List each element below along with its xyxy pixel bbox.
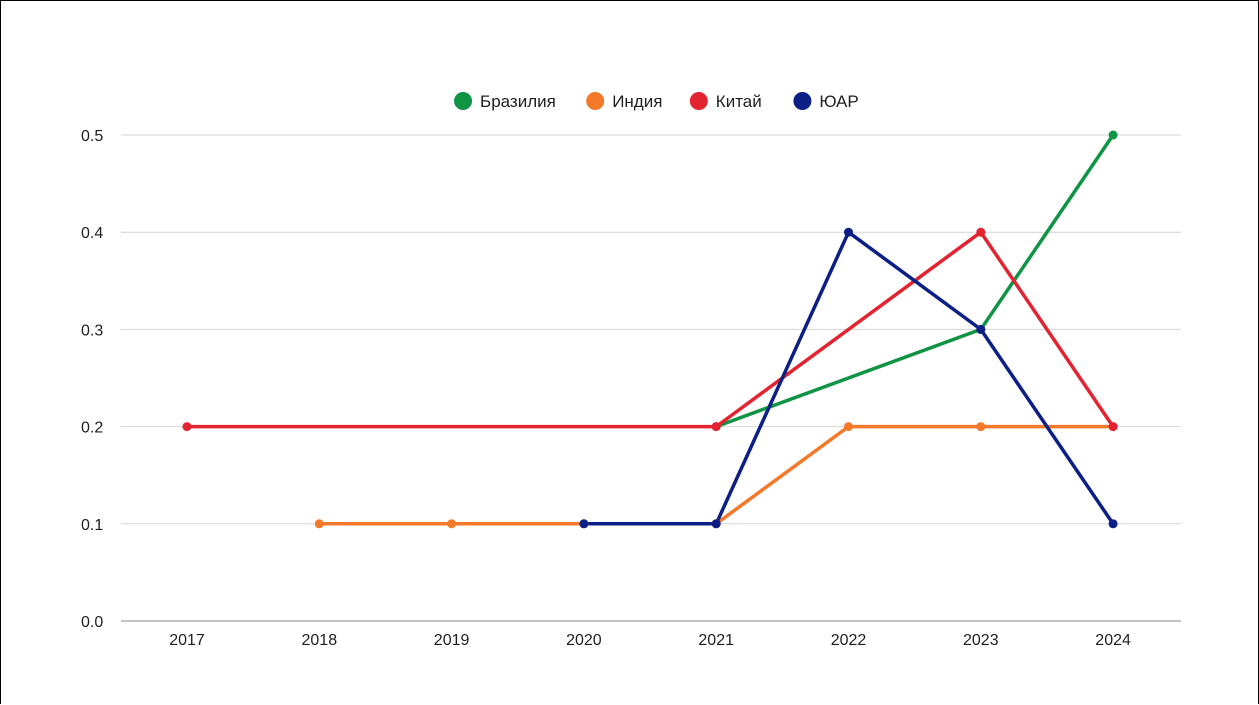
data-point bbox=[1108, 130, 1118, 140]
legend-label: Китай bbox=[716, 92, 762, 111]
legend-label: ЮАР bbox=[819, 92, 858, 111]
x-tick-label: 2021 bbox=[698, 632, 734, 649]
x-tick-label: 2022 bbox=[831, 632, 867, 649]
x-tick-label: 2018 bbox=[302, 632, 338, 649]
data-point bbox=[844, 422, 853, 432]
legend-label: Бразилия bbox=[480, 92, 556, 111]
x-tick-label: 2017 bbox=[169, 632, 205, 649]
data-point bbox=[711, 422, 721, 432]
data-point bbox=[844, 227, 853, 237]
x-tick-label: 2023 bbox=[963, 632, 999, 649]
legend-marker bbox=[793, 92, 812, 110]
y-tick-label: 0.3 bbox=[81, 322, 103, 339]
data-point bbox=[314, 519, 324, 529]
data-point bbox=[976, 227, 986, 237]
data-point bbox=[976, 422, 986, 432]
data-point bbox=[579, 519, 589, 529]
legend-marker bbox=[586, 92, 605, 110]
data-point bbox=[447, 519, 457, 529]
legend: Бразилия Индия Китай ЮАР bbox=[454, 92, 859, 111]
x-tick-label: 2019 bbox=[434, 632, 470, 649]
y-tick-label: 0.4 bbox=[81, 225, 103, 242]
data-point bbox=[1108, 519, 1118, 529]
data-point bbox=[1108, 422, 1118, 432]
data-point bbox=[182, 422, 192, 432]
legend-marker bbox=[689, 92, 708, 110]
y-tick-label: 0.5 bbox=[81, 128, 103, 145]
series-line bbox=[185, 230, 1115, 429]
axes: 0.0 0.1 0.2 0.3 0.4 0.5 2017 2018 2019 2020 2021 20… bbox=[81, 128, 1131, 649]
y-tick-label: 0.2 bbox=[81, 420, 103, 437]
legend-label: Индия bbox=[612, 92, 662, 111]
y-tick-label: 0.0 bbox=[81, 614, 103, 631]
data-point bbox=[711, 519, 721, 529]
x-tick-label: 2024 bbox=[1095, 632, 1131, 649]
x-tick-label: 2020 bbox=[566, 632, 602, 649]
data-points bbox=[182, 130, 1118, 529]
data-point bbox=[976, 324, 986, 334]
legend-marker bbox=[454, 92, 473, 110]
gridlines bbox=[121, 134, 1181, 622]
series-line bbox=[317, 424, 1115, 526]
y-tick-label: 0.1 bbox=[81, 517, 103, 534]
